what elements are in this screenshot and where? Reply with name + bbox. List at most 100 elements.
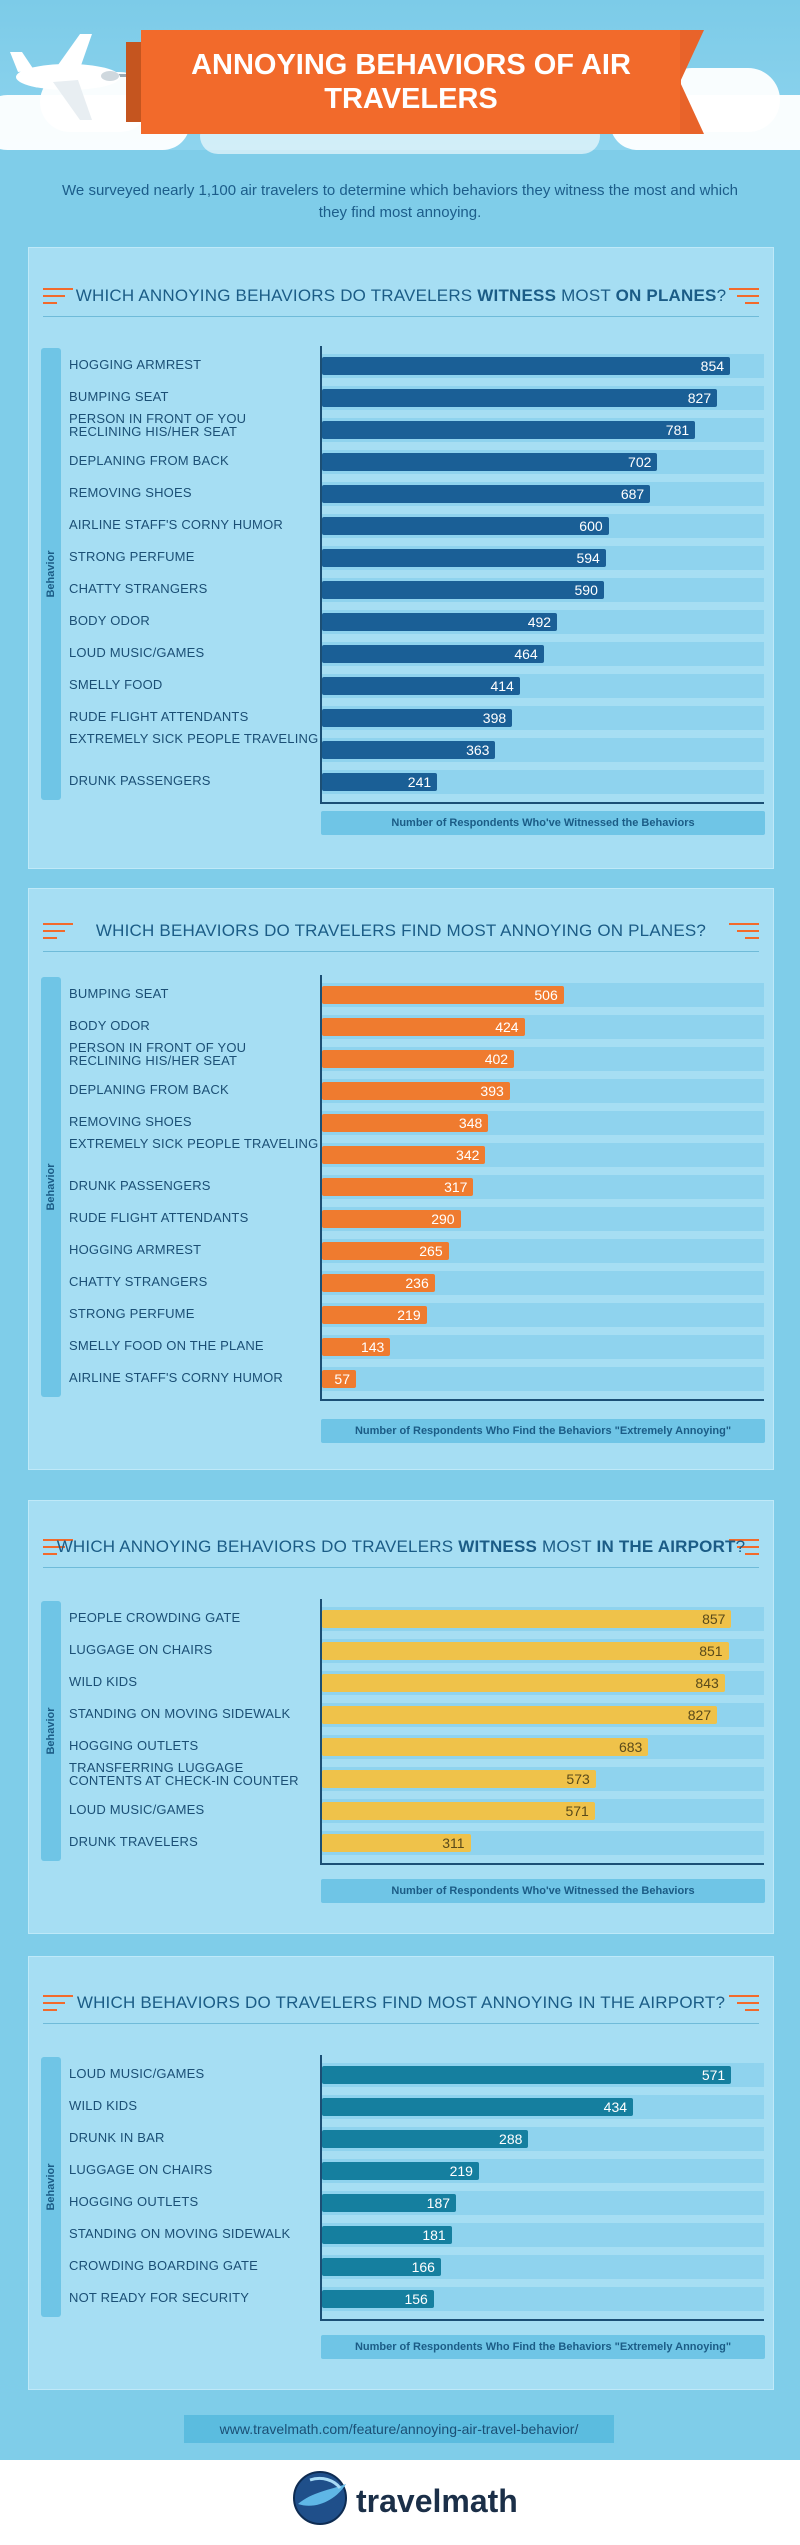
chart-title: WHICH BEHAVIORS DO TRAVELERS FIND MOST A… — [29, 921, 773, 941]
bar: 683 — [322, 1738, 649, 1756]
category-label: HOGGING OUTLETS — [69, 1738, 199, 1753]
category-label: BUMPING SEAT — [69, 389, 169, 404]
y-axis-line — [320, 346, 322, 804]
category-label: AIRLINE STAFF'S CORNY HUMOR — [69, 517, 283, 532]
bar: 843 — [322, 1674, 725, 1692]
bar: 464 — [322, 645, 544, 663]
category-label: SMELLY FOOD — [69, 677, 163, 692]
title-underline — [43, 951, 759, 952]
category-label: LUGGAGE ON CHAIRS — [69, 1642, 213, 1657]
chart-panel-witness-planes: WHICH ANNOYING BEHAVIORS DO TRAVELERS WI… — [28, 247, 774, 869]
deco-stroke — [729, 1539, 759, 1541]
category-label: TRANSFERRING LUGGAGE CONTENTS AT CHECK-I… — [69, 1760, 299, 1788]
chart-title-part: MOST — [537, 1537, 597, 1556]
deco-stroke — [43, 288, 73, 290]
bar: 166 — [322, 2258, 441, 2276]
x-axis-label: Number of Respondents Who've Witnessed t… — [321, 1879, 765, 1903]
bar: 398 — [322, 709, 513, 727]
deco-stroke — [43, 923, 73, 925]
footer — [0, 2460, 800, 2545]
category-label: RUDE FLIGHT ATTENDANTS — [69, 709, 249, 724]
y-axis-line — [320, 975, 322, 1401]
category-label: HOGGING ARMREST — [69, 1242, 202, 1257]
y-axis-label-tab: Behavior — [41, 2057, 61, 2317]
bar: 143 — [322, 1338, 391, 1356]
deco-stroke — [745, 1553, 759, 1555]
category-label: PERSON IN FRONT OF YOU RECLINING HIS/HER… — [69, 1040, 247, 1068]
title-underline — [43, 2023, 759, 2024]
chart-title-part: IN THE AIRPORT — [596, 1537, 736, 1556]
category-label: WILD KIDS — [69, 1674, 138, 1689]
category-label: AIRLINE STAFF'S CORNY HUMOR — [69, 1370, 283, 1385]
brand-logo-text: travelmath — [356, 2483, 518, 2520]
category-label: PEOPLE CROWDING GATE — [69, 1610, 241, 1625]
category-label: CHATTY STRANGERS — [69, 581, 208, 596]
deco-stroke — [43, 1539, 73, 1541]
deco-stroke — [737, 2002, 759, 2004]
category-label: REMOVING SHOES — [69, 485, 192, 500]
title-deco-left — [43, 1539, 73, 1559]
chart-title-part: WHICH BEHAVIORS DO TRAVELERS FIND MOST A… — [95, 921, 707, 940]
bar: 317 — [322, 1178, 474, 1196]
bar: 290 — [322, 1210, 461, 1228]
chart-panel-annoying-planes: WHICH BEHAVIORS DO TRAVELERS FIND MOST A… — [28, 888, 774, 1470]
brand-travel: travel — [356, 2483, 442, 2519]
category-label: REMOVING SHOES — [69, 1114, 192, 1129]
bar: 590 — [322, 581, 604, 599]
bar: 311 — [322, 1834, 471, 1852]
bar: 687 — [322, 485, 651, 503]
deco-stroke — [745, 2009, 759, 2011]
bar: 181 — [322, 2226, 452, 2244]
deco-stroke — [43, 295, 65, 297]
deco-stroke — [737, 1546, 759, 1548]
chart-title: WHICH ANNOYING BEHAVIORS DO TRAVELERS WI… — [29, 1537, 773, 1557]
bar: 402 — [322, 1050, 515, 1068]
chart-title-part: ? — [716, 286, 727, 305]
bar: 342 — [322, 1146, 486, 1164]
bar: 573 — [322, 1770, 596, 1788]
category-label: BODY ODOR — [69, 1018, 151, 1033]
category-label: STANDING ON MOVING SIDEWALK — [69, 1706, 291, 1721]
category-label: HOGGING OUTLETS — [69, 2194, 199, 2209]
chart-title: WHICH BEHAVIORS DO TRAVELERS FIND MOST A… — [29, 1993, 773, 2013]
chart-title-part: WHICH BEHAVIORS DO TRAVELERS FIND MOST A… — [76, 1993, 726, 2012]
bar-track — [322, 1367, 764, 1391]
category-label: STRONG PERFUME — [69, 1306, 195, 1321]
x-axis-line — [320, 1399, 764, 1401]
y-axis-label-tab: Behavior — [41, 977, 61, 1397]
y-axis-label: Behavior — [45, 1707, 57, 1755]
deco-stroke — [745, 937, 759, 939]
source-url[interactable]: www.travelmath.com/feature/annoying-air-… — [184, 2415, 614, 2443]
y-axis-label: Behavior — [45, 2163, 57, 2211]
x-axis-label: Number of Respondents Who Find the Behav… — [321, 1419, 765, 1443]
category-label: CHATTY STRANGERS — [69, 1274, 208, 1289]
category-label: LOUD MUSIC/GAMES — [69, 2066, 205, 2081]
category-label: DRUNK IN BAR — [69, 2130, 165, 2145]
deco-stroke — [729, 1995, 759, 1997]
category-label: LOUD MUSIC/GAMES — [69, 1802, 205, 1817]
bar: 492 — [322, 613, 558, 631]
category-label: PERSON IN FRONT OF YOU RECLINING HIS/HER… — [69, 411, 247, 439]
bar: 506 — [322, 986, 564, 1004]
title-deco-left — [43, 1995, 73, 2015]
bar: 827 — [322, 389, 718, 407]
chart-title-part: MOST — [556, 286, 616, 305]
deco-stroke — [737, 930, 759, 932]
bar: 265 — [322, 1242, 449, 1260]
chart-title: WHICH ANNOYING BEHAVIORS DO TRAVELERS WI… — [29, 286, 773, 306]
deco-stroke — [745, 302, 759, 304]
category-label: RUDE FLIGHT ATTENDANTS — [69, 1210, 249, 1225]
globe-logo-icon — [293, 2471, 347, 2525]
bar: 393 — [322, 1082, 510, 1100]
x-axis-line — [320, 2319, 764, 2321]
bar: 827 — [322, 1706, 718, 1724]
bar: 594 — [322, 549, 606, 567]
category-label: LUGGAGE ON CHAIRS — [69, 2162, 213, 2177]
deco-stroke — [43, 1995, 73, 1997]
category-label: WILD KIDS — [69, 2098, 138, 2113]
y-axis-line — [320, 2055, 322, 2321]
bar: 571 — [322, 1802, 595, 1820]
bar-track — [322, 1335, 764, 1359]
title-deco-right — [729, 288, 759, 308]
chart-title-part: ? — [735, 1537, 746, 1556]
